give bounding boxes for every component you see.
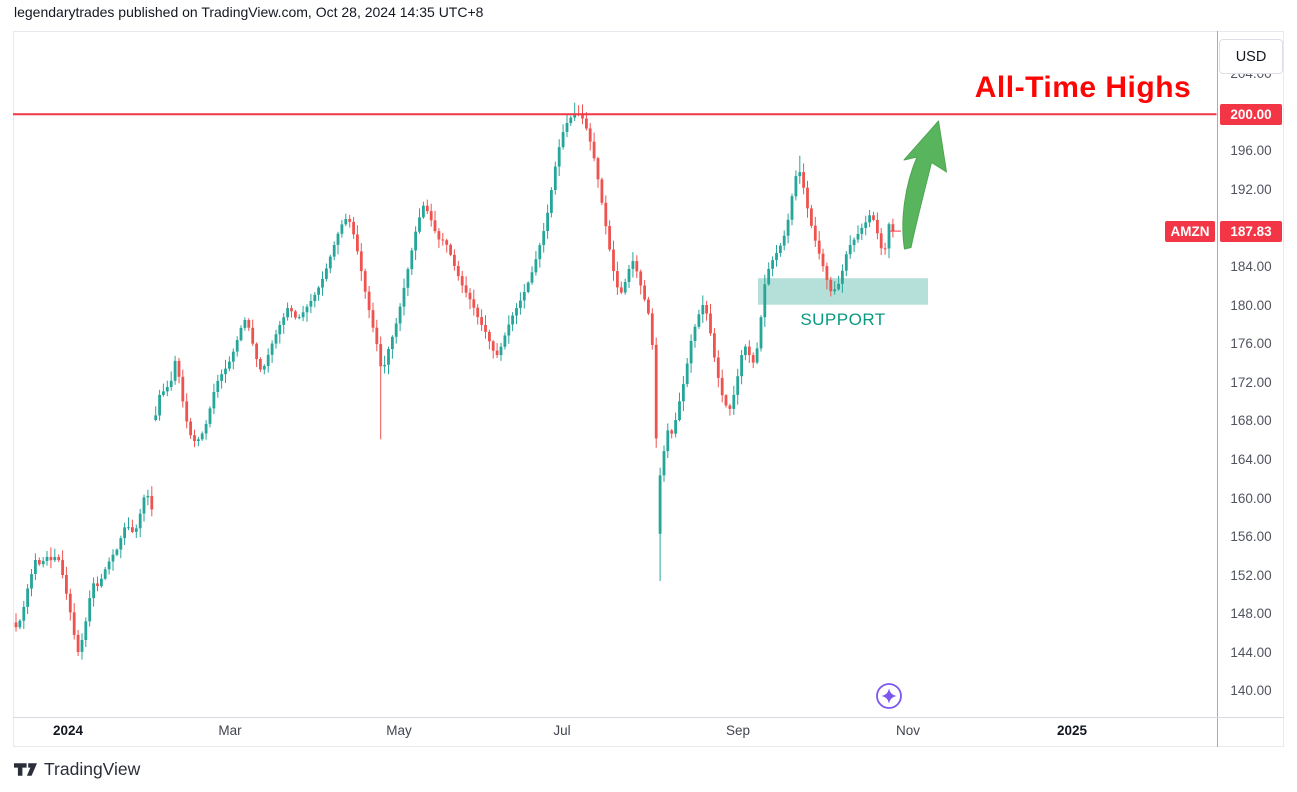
attribution-text: legendarytrades published on TradingView… bbox=[14, 4, 484, 20]
price-tick-label: 176.00 bbox=[1230, 336, 1272, 352]
time-tick-label: Sep bbox=[725, 723, 751, 738]
time-axis-separator bbox=[13, 717, 1284, 718]
price-tick-label: 164.00 bbox=[1230, 451, 1272, 467]
symbol-badge: AMZN bbox=[1165, 221, 1215, 242]
price-tick-label: 144.00 bbox=[1230, 644, 1272, 660]
time-tick-label: May bbox=[386, 723, 412, 738]
time-tick-label: Mar bbox=[218, 723, 242, 738]
price-tick-label: 140.00 bbox=[1230, 683, 1272, 699]
time-tick-label: 2025 bbox=[1056, 723, 1088, 738]
time-scale[interactable]: 2024 Mar May Jul Sep Nov 2025 bbox=[13, 718, 1217, 746]
tradingview-logo[interactable]: TradingView bbox=[14, 759, 140, 780]
tradingview-logo-text: TradingView bbox=[44, 759, 141, 779]
price-tick-label: 160.00 bbox=[1230, 490, 1272, 506]
time-tick-label: Nov bbox=[895, 723, 921, 738]
candlesticks bbox=[14, 102, 901, 660]
currency-button[interactable]: USD bbox=[1219, 39, 1283, 74]
price-tick-label: 192.00 bbox=[1230, 181, 1272, 197]
price-axis-separator bbox=[1217, 31, 1218, 747]
price-scale[interactable]: 204.00200.00196.00192.00188.00184.00180.… bbox=[1218, 31, 1284, 717]
price-tick-label: 152.00 bbox=[1230, 567, 1272, 583]
price-tick-label: 196.00 bbox=[1230, 143, 1272, 159]
time-tick-label: Jul bbox=[553, 723, 571, 738]
tradingview-logo-icon bbox=[14, 763, 37, 776]
chart-frame bbox=[13, 31, 1284, 747]
price-tick-label: 168.00 bbox=[1230, 413, 1272, 429]
ath-price-badge: 200.00 bbox=[1220, 104, 1282, 125]
price-tick-label: 156.00 bbox=[1230, 529, 1272, 545]
price-tick-label: 184.00 bbox=[1230, 259, 1272, 275]
up-arrow-drawing bbox=[902, 120, 947, 250]
last-price-badge: 187.83 bbox=[1220, 221, 1282, 242]
support-label: SUPPORT bbox=[800, 310, 886, 329]
price-tick-label: 148.00 bbox=[1230, 606, 1272, 622]
price-tick-label: 180.00 bbox=[1230, 297, 1272, 313]
ath-annotation: All-Time Highs bbox=[974, 71, 1192, 104]
time-tick-label: 2024 bbox=[52, 723, 84, 738]
price-tick-label: 172.00 bbox=[1230, 374, 1272, 390]
sparkle-icon[interactable] bbox=[876, 683, 902, 709]
